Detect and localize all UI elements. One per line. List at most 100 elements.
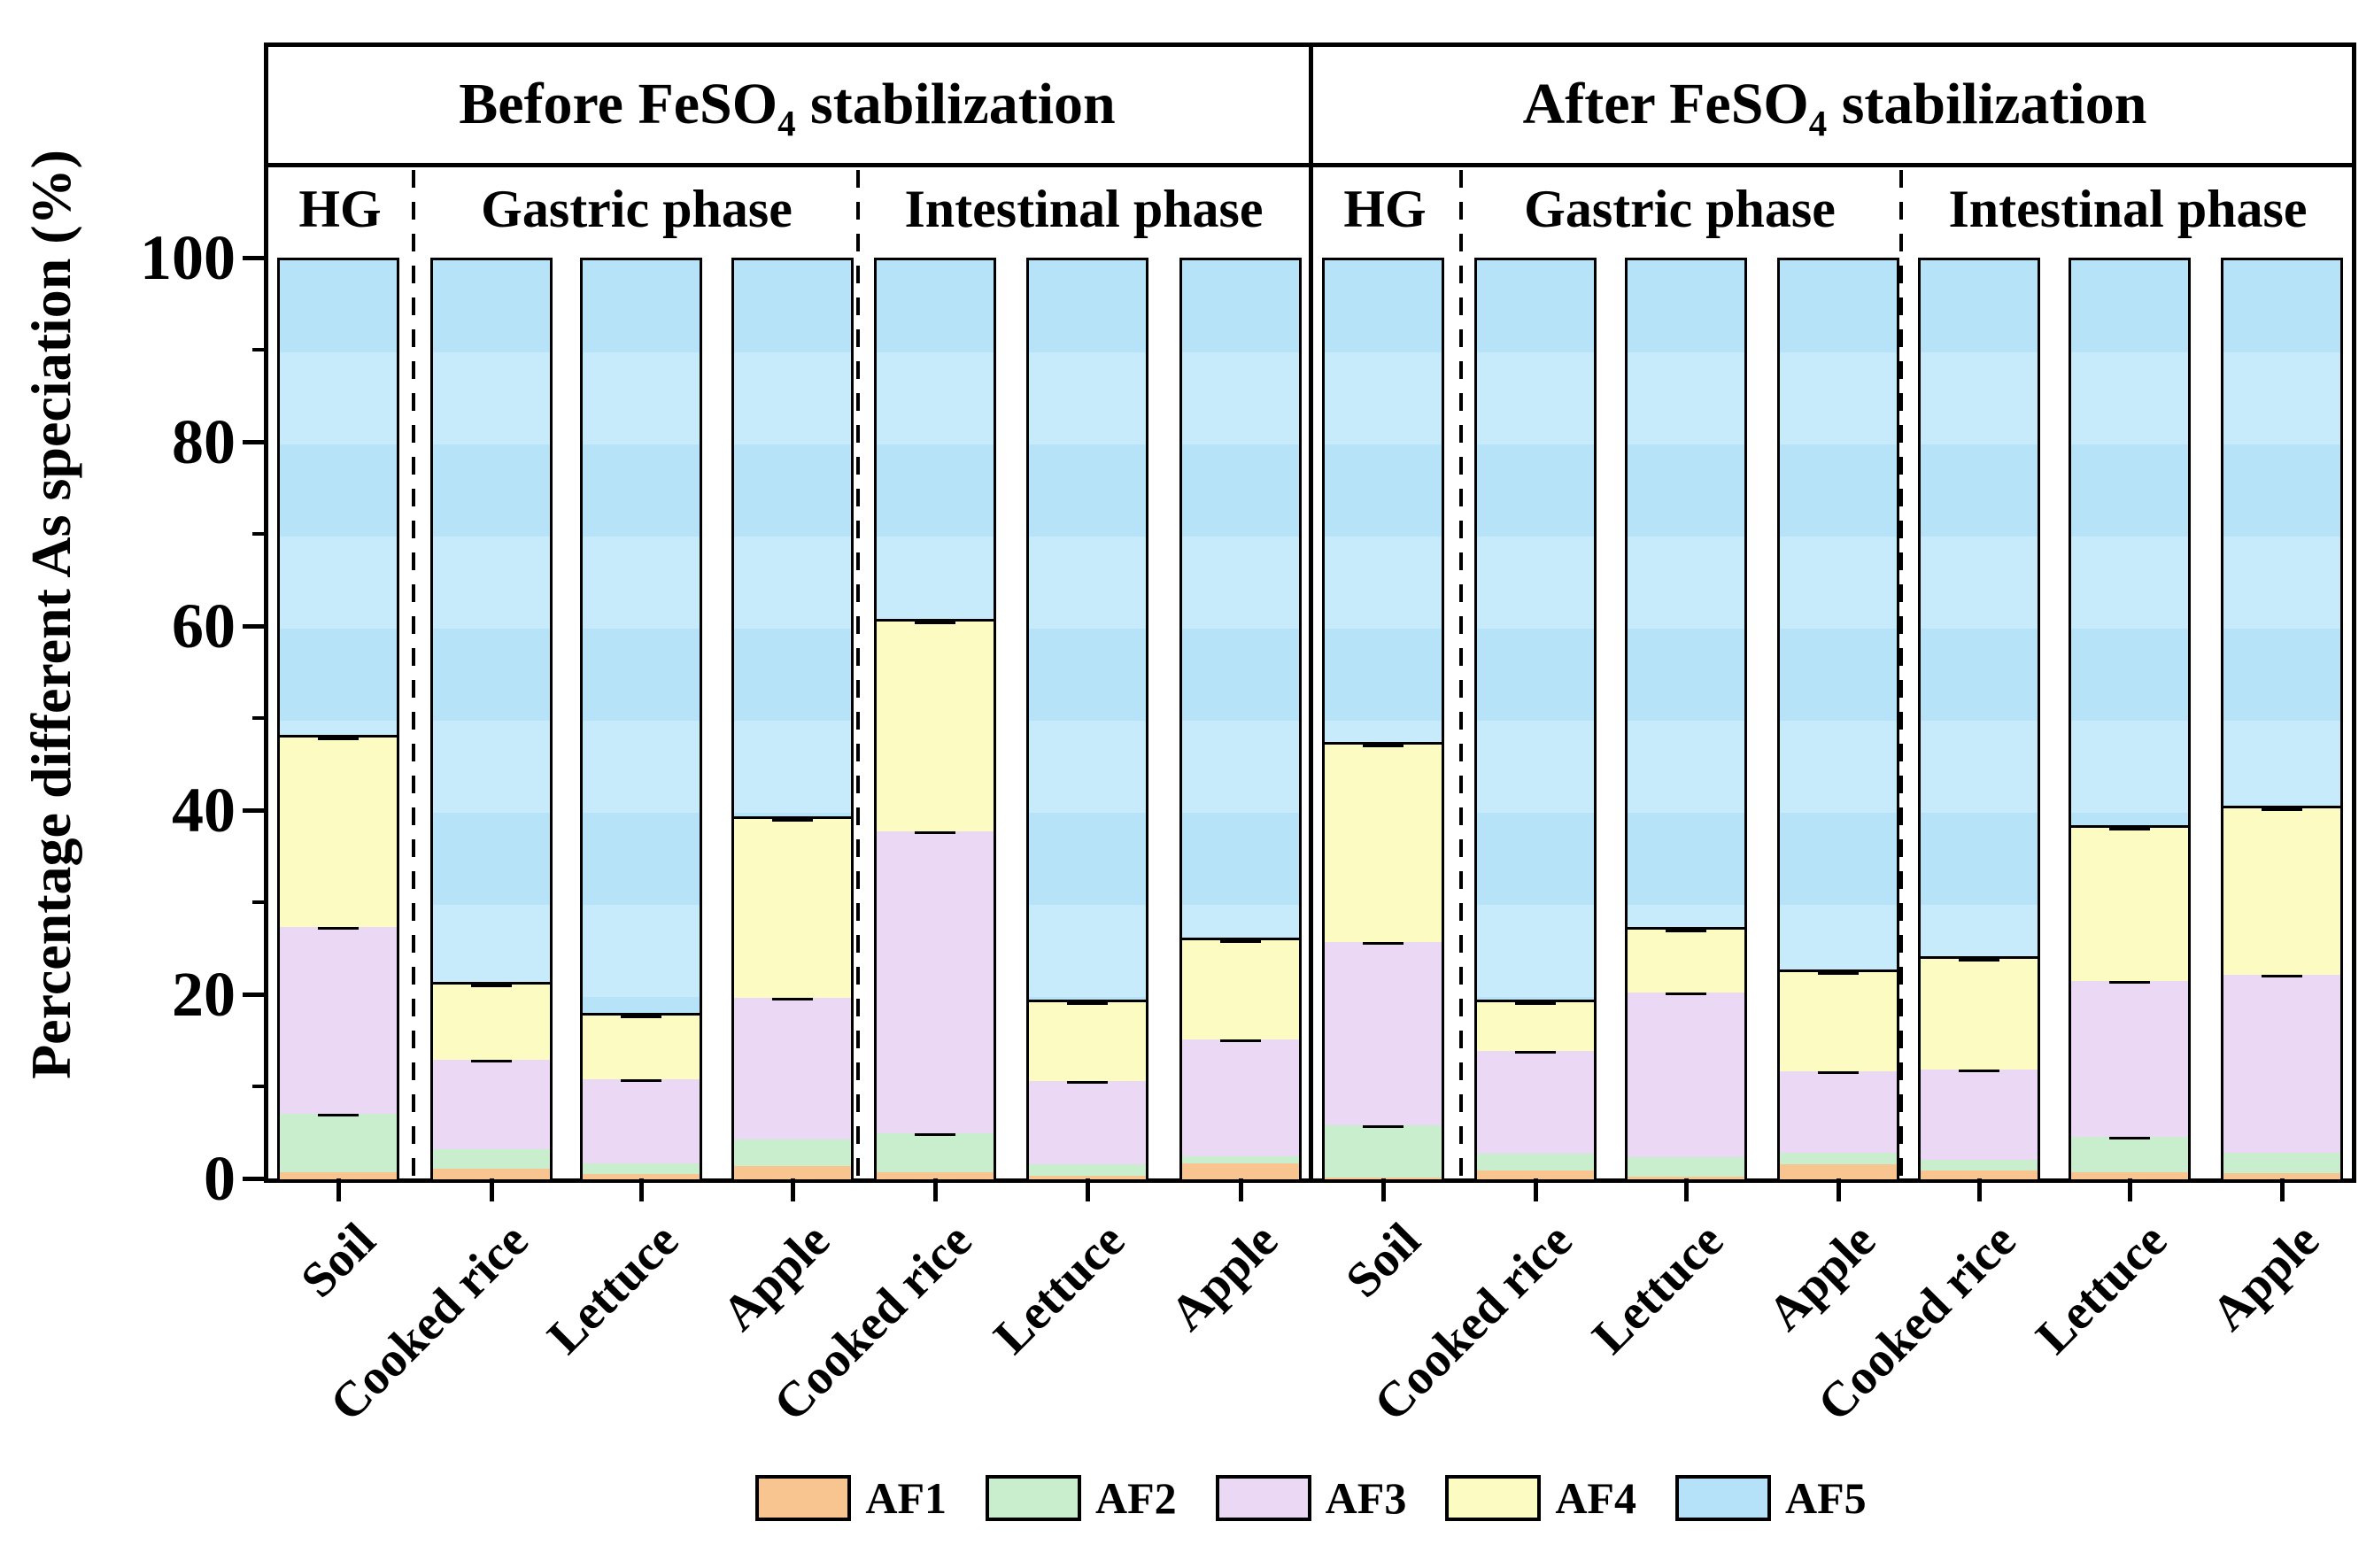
legend-swatch-af3 — [1215, 1475, 1311, 1521]
section-label-hg: HG — [298, 180, 382, 238]
bar-segment-af4 — [1628, 927, 1744, 993]
bar-segment-af4 — [280, 734, 397, 928]
x-category-label: Apple — [1757, 1212, 1886, 1341]
bar-segment-af2 — [280, 1111, 397, 1172]
x-tick — [1239, 1178, 1243, 1201]
stacked-bar — [731, 258, 854, 1182]
y-minor-tick — [252, 532, 266, 536]
x-tick — [1684, 1178, 1689, 1201]
panel-divider-line — [1309, 42, 1313, 1183]
legend-swatch-af4 — [1445, 1475, 1542, 1521]
x-category-label: Lettuce — [537, 1212, 689, 1365]
panel-title-before: Before FeSO4 stabilization — [459, 72, 1116, 144]
bar-segment-af1 — [1182, 1161, 1299, 1179]
bar-segment-af4 — [433, 981, 550, 1060]
bar-segment-af3 — [1325, 938, 1442, 1125]
bar-segment-af2 — [1325, 1122, 1442, 1178]
bar-segment-af3 — [2071, 978, 2188, 1138]
x-category-label: Lettuce — [1581, 1212, 1734, 1365]
y-major-tick — [243, 993, 266, 997]
x-category-label: Soil — [290, 1212, 386, 1309]
error-bar-cap — [2262, 805, 2302, 811]
x-tick — [1977, 1178, 1982, 1201]
stacked-bar — [1918, 258, 2040, 1182]
stacked-bar — [1026, 258, 1148, 1182]
bar-segment-af3 — [583, 1076, 700, 1164]
bar-segment-af3 — [280, 924, 397, 1115]
stacked-bar — [430, 258, 553, 1182]
section-label-gastric: Gastric phase — [481, 180, 793, 238]
y-minor-tick — [252, 900, 266, 904]
bar-segment-af3 — [1780, 1069, 1897, 1153]
section-separator-dashed — [412, 170, 415, 1178]
x-tick — [1534, 1178, 1538, 1201]
bar-segment-af3 — [433, 1056, 550, 1149]
x-category-label: Lettuce — [983, 1212, 1135, 1365]
stacked-bar — [1625, 258, 1747, 1182]
error-bar-cap — [1363, 742, 1404, 748]
bar-segment-af4 — [583, 1012, 700, 1079]
bar-segment-af3 — [1182, 1036, 1299, 1156]
legend-swatch-af1 — [755, 1475, 852, 1521]
section-separator-dashed — [1459, 170, 1463, 1178]
x-category-label: Apple — [1159, 1212, 1288, 1341]
bar-segment-af4 — [1029, 1000, 1146, 1081]
error-bar-cap — [318, 734, 359, 740]
bar-segment-af2 — [2223, 1149, 2340, 1173]
section-label-gastric: Gastric phase — [1524, 180, 1836, 238]
y-major-tick — [243, 1177, 266, 1181]
x-tick — [933, 1178, 938, 1201]
x-category-label: Soil — [1335, 1212, 1431, 1309]
stacked-bar — [1777, 258, 1899, 1182]
y-tick-label: 20 — [172, 959, 236, 1030]
legend-item: AF1 — [755, 1475, 947, 1521]
error-bar-cap — [471, 981, 512, 987]
x-tick — [490, 1178, 494, 1201]
x-tick — [1086, 1178, 1090, 1201]
y-tick-label: 0 — [204, 1143, 236, 1214]
bar-segment-af3 — [2223, 972, 2340, 1153]
section-separator-dashed — [1899, 170, 1903, 1178]
stacked-bar — [1322, 258, 1444, 1182]
error-bar-cap — [2109, 824, 2150, 830]
x-tick — [336, 1178, 341, 1201]
y-axis-line — [264, 42, 268, 1183]
bar-segment-af2 — [433, 1146, 550, 1169]
bar-segment-af2 — [877, 1131, 994, 1172]
stacked-bar — [277, 258, 399, 1182]
bar-segment-af4 — [1780, 969, 1897, 1072]
legend-item: AF2 — [986, 1475, 1177, 1521]
legend-label: AF2 — [1095, 1473, 1177, 1523]
y-major-tick — [243, 624, 266, 629]
error-bar-cap — [1515, 1000, 1556, 1006]
section-label-intestinal: Intestinal phase — [1948, 180, 2308, 238]
bar-segment-af4 — [877, 618, 994, 831]
bar-segment-af2 — [1628, 1155, 1744, 1177]
section-label-hg: HG — [1343, 180, 1427, 238]
error-bar-cap — [915, 618, 955, 624]
stacked-bar — [580, 258, 702, 1182]
bar-segment-af2 — [2071, 1134, 2188, 1172]
bar-segment-af4 — [1182, 937, 1299, 1039]
y-major-tick — [243, 808, 266, 813]
stacked-bar — [1179, 258, 1302, 1182]
y-major-tick — [243, 256, 266, 260]
x-category-label: Apple — [711, 1212, 840, 1341]
x-tick — [2280, 1178, 2285, 1201]
x-tick — [639, 1178, 644, 1201]
legend-label: AF5 — [1784, 1473, 1867, 1523]
error-bar-cap — [1220, 937, 1261, 943]
error-bar-cap — [621, 1012, 661, 1018]
x-axis-line — [264, 1178, 2356, 1183]
y-tick-label: 100 — [140, 222, 236, 293]
legend-item: AF3 — [1215, 1475, 1406, 1521]
stacked-bar — [2069, 258, 2191, 1182]
bar-segment-af4 — [734, 816, 851, 999]
x-category-label: Lettuce — [2025, 1212, 2177, 1365]
x-tick — [2128, 1178, 2132, 1201]
error-bar-cap — [772, 816, 813, 823]
bar-segment-af3 — [1477, 1048, 1594, 1154]
frame-right-border — [2352, 42, 2356, 1183]
legend-label: AF4 — [1555, 1473, 1636, 1523]
stacked-bar — [874, 258, 996, 1182]
